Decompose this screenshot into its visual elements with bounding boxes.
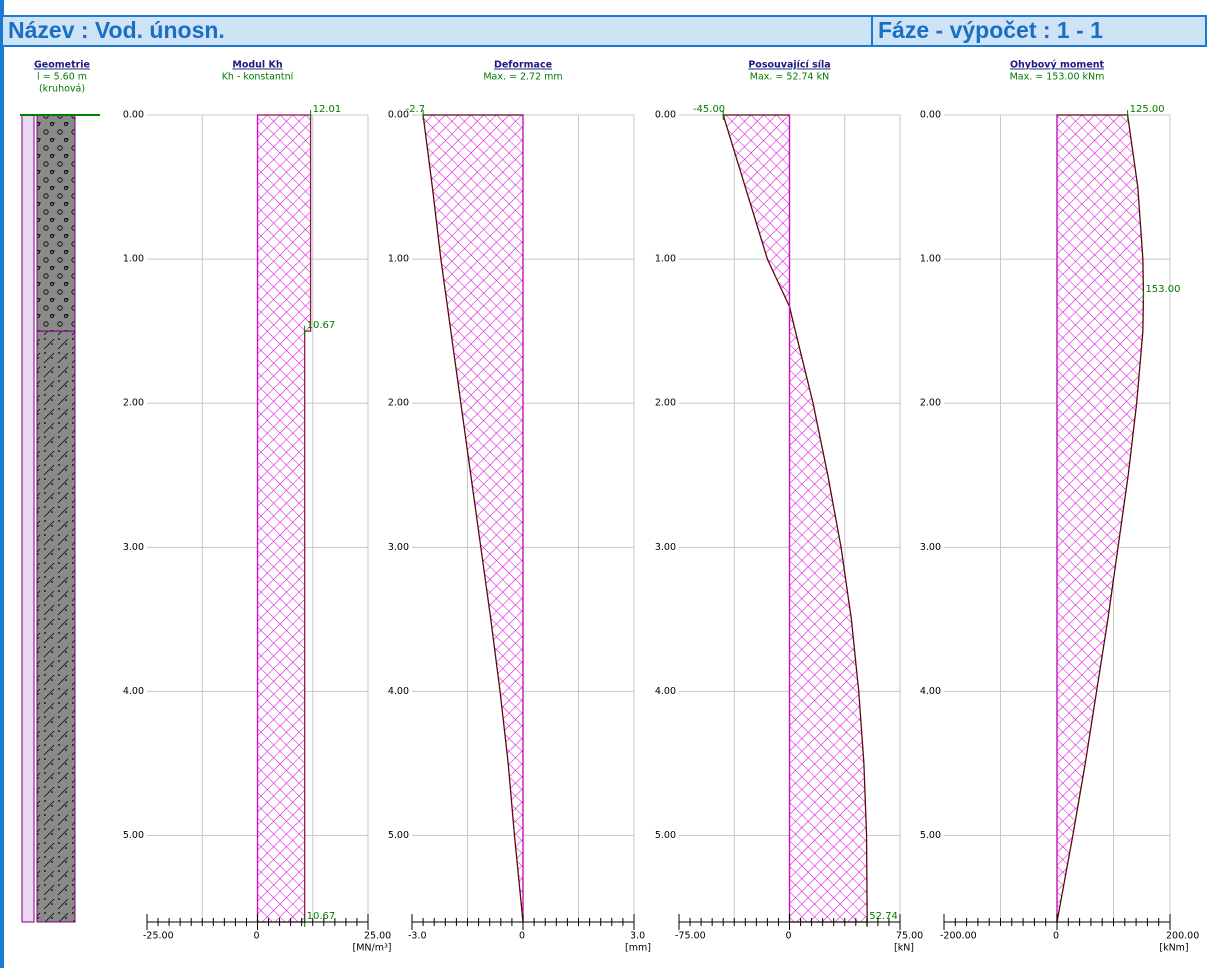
annotation-label: -45.00 — [693, 104, 725, 115]
y-tick-label: 5.00 — [388, 830, 409, 841]
x-tick-label: 0 — [1053, 931, 1059, 942]
y-tick-label: 2.00 — [123, 398, 144, 409]
annotation-label: 10.67 — [307, 320, 336, 331]
y-tick-label: 1.00 — [920, 254, 941, 265]
x-tick-label: 25.00 — [364, 931, 391, 942]
header-phase: Fáze - výpočet : 1 - 1 — [878, 17, 1103, 43]
chart-title: Posouvající síla — [748, 60, 830, 71]
chart-title: Ohybový moment — [1010, 60, 1105, 71]
annotation-label: -2.7 — [406, 104, 426, 115]
geometry-shape: (kruhová) — [39, 84, 85, 95]
screen: Název : Vod. únosn. Fáze - výpočet : 1 -… — [0, 0, 1208, 968]
profile-area — [723, 115, 867, 922]
x-tick-label: -25.00 — [143, 931, 174, 942]
geometry-length: l = 5.60 m — [37, 72, 87, 83]
y-tick-label: 4.00 — [920, 686, 941, 697]
x-tick-label: -3.0 — [408, 931, 427, 942]
annotation-label: 52.74 — [869, 911, 898, 922]
annotation-label: 125.00 — [1130, 104, 1165, 115]
y-tick-label: 5.00 — [920, 830, 941, 841]
chart-title: Modul Kh — [232, 60, 282, 71]
geometry-title: Geometrie — [34, 60, 90, 71]
y-tick-label: 2.00 — [655, 398, 676, 409]
y-tick-label: 0.00 — [123, 110, 144, 121]
y-tick-label: 3.00 — [920, 542, 941, 553]
y-tick-label: 3.00 — [388, 542, 409, 553]
x-tick-label: 0 — [519, 931, 525, 942]
y-tick-label: 4.00 — [655, 686, 676, 697]
frame-left — [0, 0, 4, 968]
chart-title: Deformace — [494, 60, 552, 71]
annotation-label: 12.01 — [313, 104, 342, 115]
y-tick-label: 1.00 — [123, 254, 144, 265]
y-tick-label: 4.00 — [388, 686, 409, 697]
x-tick-label: 0 — [786, 931, 792, 942]
y-tick-label: 1.00 — [388, 254, 409, 265]
x-tick-label: -200.00 — [940, 931, 977, 942]
x-unit: [MN/m³] — [353, 943, 392, 954]
chart-subtitle: Max. = 153.00 kNm — [1010, 72, 1105, 83]
y-tick-label: 4.00 — [123, 686, 144, 697]
profile-area — [1057, 115, 1143, 922]
y-tick-label: 2.00 — [920, 398, 941, 409]
y-tick-label: 3.00 — [655, 542, 676, 553]
x-tick-label: -75.00 — [675, 931, 706, 942]
x-unit: [kNm] — [1159, 943, 1188, 954]
soil-layer — [37, 115, 75, 331]
y-tick-label: 0.00 — [920, 110, 941, 121]
x-tick-label: 75.00 — [896, 931, 923, 942]
profile-area — [258, 115, 311, 922]
y-tick-label: 2.00 — [388, 398, 409, 409]
profile-area — [423, 115, 523, 922]
x-unit: [kN] — [894, 943, 914, 954]
y-tick-label: 5.00 — [123, 830, 144, 841]
x-tick-label: 3.0 — [630, 931, 645, 942]
chart-subtitle: Max. = 52.74 kN — [750, 72, 829, 83]
y-tick-label: 0.00 — [655, 110, 676, 121]
soil-layer — [37, 331, 75, 922]
pile — [22, 115, 34, 922]
x-unit: [mm] — [625, 943, 651, 954]
x-tick-label: 0 — [254, 931, 260, 942]
header-name: Název : Vod. únosn. — [8, 17, 225, 43]
annotation-label: 153.00 — [1145, 284, 1180, 295]
y-tick-label: 5.00 — [655, 830, 676, 841]
chart-subtitle: Kh - konstantní — [222, 72, 294, 83]
annotation-label: 10.67 — [307, 911, 336, 922]
y-tick-label: 3.00 — [123, 542, 144, 553]
y-tick-label: 1.00 — [655, 254, 676, 265]
chart-subtitle: Max. = 2.72 mm — [483, 72, 562, 83]
x-tick-label: 200.00 — [1166, 931, 1199, 942]
